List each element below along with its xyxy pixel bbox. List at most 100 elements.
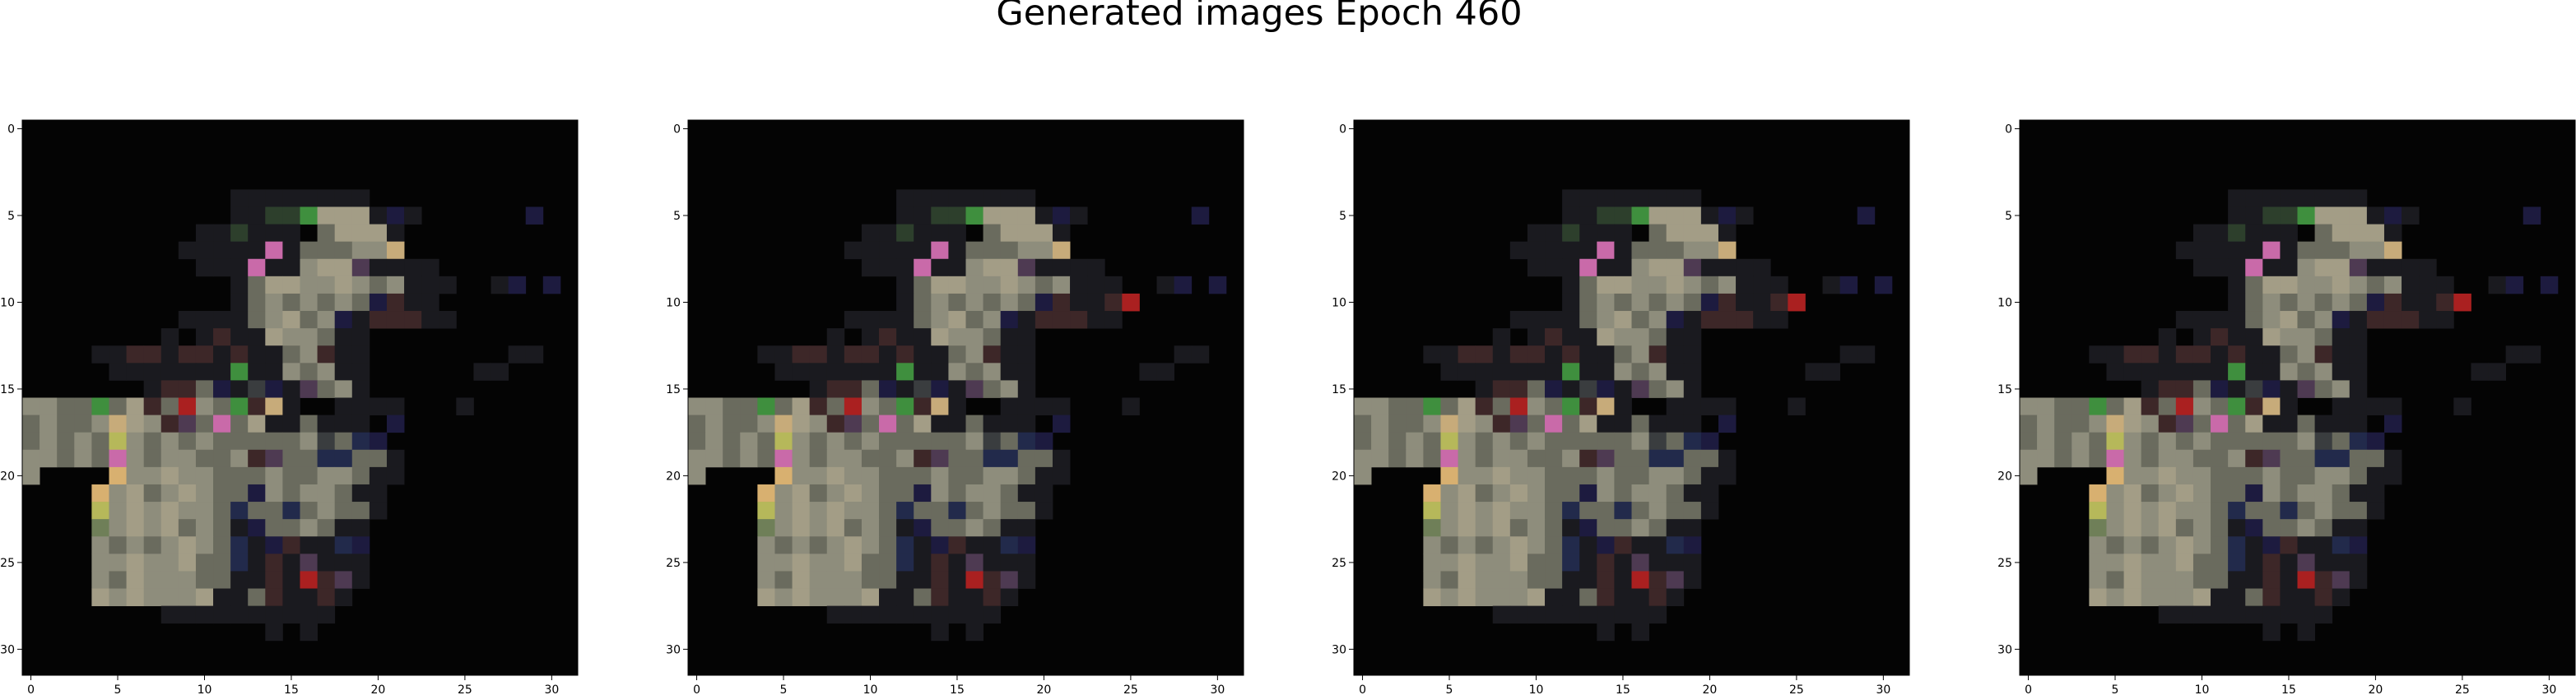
pixel-cell	[965, 605, 983, 624]
pixel-cell	[914, 345, 932, 364]
pixel-cell	[931, 363, 949, 381]
pixel-cell	[1000, 311, 1019, 329]
pixel-cell	[265, 293, 283, 312]
pixel-cell	[1631, 328, 1649, 346]
pixel-cell	[2280, 397, 2298, 415]
pixel-cell	[1718, 311, 1737, 329]
pixel-cell	[826, 605, 845, 624]
pixel-cell	[792, 484, 811, 503]
pixel-cell	[757, 519, 775, 537]
pixel-cell	[2123, 502, 2142, 520]
pixel-cell	[300, 449, 318, 468]
pixel-cell	[2297, 258, 2315, 277]
pixel-cell	[1597, 536, 1615, 554]
pixel-cell	[2158, 588, 2177, 607]
pixel-cell	[757, 397, 775, 415]
pixel-cell	[439, 276, 457, 294]
y-tick-label: 30	[0, 643, 15, 656]
pixel-cell	[1492, 449, 1511, 468]
pixel-cell	[2123, 397, 2142, 415]
pixel-cell	[1509, 345, 1528, 364]
pixel-cell	[265, 466, 283, 485]
pixel-cell	[1000, 449, 1019, 468]
pixel-cell	[195, 415, 214, 433]
pixel-cell	[248, 484, 266, 503]
pixel-cell	[2366, 397, 2385, 415]
pixel-cell	[965, 345, 983, 364]
pixel-cell	[40, 432, 58, 451]
pixel-cell	[1000, 258, 1019, 277]
pixel-cell	[126, 345, 145, 364]
pixel-cell	[948, 466, 966, 485]
pixel-cell	[2314, 502, 2333, 520]
pixel-cell	[2262, 397, 2281, 415]
pixel-cell	[1666, 536, 1685, 554]
pixel-cell	[861, 415, 880, 433]
pixel-cell	[1718, 258, 1737, 277]
pixel-cell	[282, 519, 300, 537]
y-tick-label: 10	[1997, 296, 2012, 309]
pixel-cell	[1666, 397, 1685, 415]
pixel-cell	[508, 276, 527, 294]
pixel-cell	[525, 206, 544, 225]
pixel-cell	[1736, 258, 1754, 277]
pixel-cell	[2245, 224, 2263, 243]
pixel-cell	[1545, 571, 1563, 589]
pixel-cell	[178, 502, 197, 520]
pixel-cell	[334, 189, 353, 207]
pixel-cell	[2192, 588, 2211, 607]
pixel-cell	[1000, 241, 1019, 260]
pixel-cell	[861, 380, 880, 398]
pixel-cell	[1683, 397, 1702, 415]
pixel-cell	[965, 588, 983, 607]
pixel-cell	[1458, 554, 1476, 572]
y-tick-label: 20	[0, 470, 15, 483]
pixel-cell	[2123, 449, 2142, 468]
pixel-cell	[1035, 449, 1053, 468]
pixel-cell	[282, 432, 300, 451]
pixel-cell	[1614, 397, 1632, 415]
pixel-cell	[1597, 276, 1615, 294]
pixel-cell	[1423, 519, 1441, 537]
pixel-cell	[2314, 189, 2333, 207]
pixel-cell	[757, 554, 775, 572]
pixel-cell	[1648, 276, 1667, 294]
pixel-cell	[2383, 206, 2402, 225]
pixel-cell	[1579, 432, 1597, 451]
pixel-cell	[1070, 258, 1088, 277]
pixel-cell	[688, 415, 706, 433]
pixel-cell	[1527, 328, 1546, 346]
pixel-cell	[1700, 432, 1719, 451]
pixel-cell	[1597, 311, 1615, 329]
pixel-cell	[1788, 293, 1806, 312]
pixel-cell	[386, 293, 405, 312]
pixel-cell	[2245, 328, 2263, 346]
pixel-cell	[1614, 605, 1632, 624]
pixel-cell	[57, 432, 75, 451]
pixel-cell	[1579, 415, 1597, 433]
pixel-cell	[213, 363, 231, 381]
pixel-cell	[1545, 449, 1563, 468]
pixel-cell	[896, 380, 914, 398]
pixel-cell	[1857, 206, 1876, 225]
pixel-cell	[334, 345, 353, 364]
pixel-cell	[404, 311, 422, 329]
pixel-cell	[2332, 432, 2350, 451]
pixel-cell	[1579, 276, 1597, 294]
pixel-cell	[2262, 554, 2281, 572]
pixel-cell	[386, 241, 405, 260]
pixel-cell	[386, 224, 405, 243]
pixel-cell	[248, 588, 266, 607]
pixel-cell	[334, 449, 353, 468]
pixel-cell	[1597, 415, 1615, 433]
pixel-cell	[1000, 363, 1019, 381]
pixel-cell	[351, 363, 370, 381]
pixel-cell	[2089, 519, 2107, 537]
pixel-cell	[1683, 484, 1702, 503]
pixel-cell	[1579, 206, 1597, 225]
pixel-cell	[213, 432, 231, 451]
pixel-cell	[2245, 206, 2263, 225]
pixel-cell	[1631, 502, 1649, 520]
pixel-cell	[2280, 571, 2298, 589]
pixel-cell	[143, 571, 162, 589]
